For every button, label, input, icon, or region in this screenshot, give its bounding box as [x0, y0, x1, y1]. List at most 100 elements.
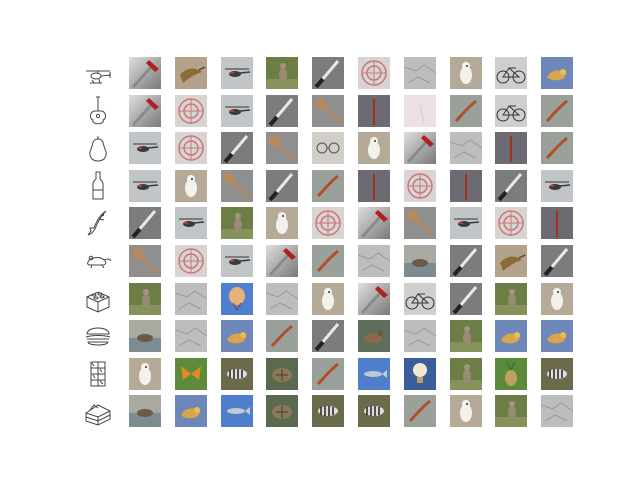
- result-thumbnail-lizard: [541, 95, 573, 127]
- result-thumbnail-hammer: [129, 57, 161, 89]
- result-thumbnail-helicopter: [221, 57, 253, 89]
- result-thumbnail-bicycle: [495, 57, 527, 89]
- result-thumbnail-knife: [312, 57, 344, 89]
- result-thumbnail-hammer: [404, 132, 436, 164]
- result-thumbnail-knife: [266, 170, 298, 202]
- result-thumbnail-helicopter: [541, 170, 573, 202]
- result-thumbnail-helicopter: [129, 170, 161, 202]
- hamburger-sketch-icon: [82, 320, 114, 352]
- helicopter-sketch-icon: [82, 57, 114, 89]
- result-thumbnail-balloon: [221, 283, 253, 315]
- result-thumbnail-bird: [541, 320, 573, 352]
- result-thumbnail-knife: [312, 320, 344, 352]
- shark-sketch-icon: [82, 207, 114, 239]
- result-thumbnail-target: [175, 245, 207, 277]
- result-thumbnail-seal: [129, 395, 161, 427]
- bottle-sketch-icon: [82, 170, 114, 202]
- result-thumbnail-rock: [404, 320, 436, 352]
- result-thumbnail-rock: [450, 132, 482, 164]
- result-thumbnail-helicopter: [129, 132, 161, 164]
- result-thumbnail-owl: [312, 283, 344, 315]
- result-thumbnail-lizard: [450, 95, 482, 127]
- result-thumbnail-hummingbird: [495, 245, 527, 277]
- result-thumbnail-knife: [221, 132, 253, 164]
- result-thumbnail-owl: [175, 170, 207, 202]
- mouse-sketch-icon: [82, 245, 114, 277]
- result-thumbnail-kangaroo: [129, 283, 161, 315]
- result-thumbnail-lizard: [266, 320, 298, 352]
- result-thumbnail-spoon: [312, 95, 344, 127]
- result-thumbnail-windmill: [358, 95, 390, 127]
- result-thumbnail-knife: [495, 170, 527, 202]
- result-thumbnail-bicycle: [495, 95, 527, 127]
- result-thumbnail-helicopter: [450, 207, 482, 239]
- result-thumbnail-spoon: [221, 170, 253, 202]
- result-thumbnail-owl: [450, 395, 482, 427]
- result-thumbnail-windmill: [541, 207, 573, 239]
- result-thumbnail-sky-pink: [404, 95, 436, 127]
- result-thumbnail-knife: [266, 95, 298, 127]
- result-thumbnail-windmill: [358, 170, 390, 202]
- guitar-sketch-icon: [82, 95, 114, 127]
- result-thumbnail-rock: [541, 395, 573, 427]
- lego-sketch-icon: [82, 283, 114, 315]
- result-thumbnail-target: [404, 170, 436, 202]
- result-thumbnail-lizard: [312, 170, 344, 202]
- result-thumbnail-lizard: [541, 132, 573, 164]
- result-thumbnail-spoon: [266, 132, 298, 164]
- result-thumbnail-seal: [129, 320, 161, 352]
- result-thumbnail-fish: [221, 395, 253, 427]
- result-thumbnail-turtle: [266, 395, 298, 427]
- result-thumbnail-windmill: [495, 132, 527, 164]
- result-thumbnail-rock: [404, 57, 436, 89]
- result-thumbnail-zebra: [358, 395, 390, 427]
- result-thumbnail-hummingbird: [175, 57, 207, 89]
- result-thumbnail-pineapple: [495, 358, 527, 390]
- result-thumbnail-owl: [541, 283, 573, 315]
- result-thumbnail-bird: [175, 395, 207, 427]
- result-thumbnail-target: [175, 95, 207, 127]
- pear-sketch-icon: [82, 132, 114, 164]
- result-thumbnail-seal: [404, 245, 436, 277]
- result-thumbnail-bird: [221, 320, 253, 352]
- result-thumbnail-spoon: [129, 245, 161, 277]
- result-thumbnail-duck: [358, 320, 390, 352]
- result-thumbnail-knife: [450, 283, 482, 315]
- result-thumbnail-lizard: [312, 245, 344, 277]
- result-thumbnail-kangaroo: [450, 358, 482, 390]
- result-thumbnail-zebra: [312, 395, 344, 427]
- result-thumbnail-bicycle: [404, 283, 436, 315]
- chocolate-sketch-icon: [82, 358, 114, 390]
- result-thumbnail-rock: [175, 283, 207, 315]
- result-thumbnail-kangaroo: [495, 283, 527, 315]
- result-thumbnail-kangaroo: [450, 320, 482, 352]
- result-thumbnail-kangaroo: [221, 207, 253, 239]
- result-thumbnail-hammer: [266, 245, 298, 277]
- result-thumbnail-windmill: [450, 170, 482, 202]
- result-thumbnail-zebra: [541, 358, 573, 390]
- result-thumbnail-kangaroo: [495, 395, 527, 427]
- result-thumbnail-target: [495, 207, 527, 239]
- result-thumbnail-zebra: [221, 358, 253, 390]
- result-thumbnail-bird: [541, 57, 573, 89]
- result-thumbnail-owl: [266, 207, 298, 239]
- result-thumbnail-owl: [129, 358, 161, 390]
- result-thumbnail-turtle: [266, 358, 298, 390]
- result-thumbnail-hammer: [358, 283, 390, 315]
- result-thumbnail-bird: [495, 320, 527, 352]
- result-thumbnail-target: [175, 132, 207, 164]
- result-thumbnail-lizard: [404, 395, 436, 427]
- result-thumbnail-owl: [450, 57, 482, 89]
- cake-sketch-icon: [82, 395, 114, 427]
- result-thumbnail-hammer: [129, 95, 161, 127]
- result-thumbnail-butterfly: [175, 358, 207, 390]
- result-thumbnail-rock: [175, 320, 207, 352]
- result-thumbnail-helicopter: [221, 245, 253, 277]
- result-thumbnail-helicopter: [221, 95, 253, 127]
- result-thumbnail-helicopter: [175, 207, 207, 239]
- result-thumbnail-eyeglasses: [312, 132, 344, 164]
- result-thumbnail-target: [358, 57, 390, 89]
- result-thumbnail-knife: [450, 245, 482, 277]
- result-thumbnail-kangaroo: [266, 57, 298, 89]
